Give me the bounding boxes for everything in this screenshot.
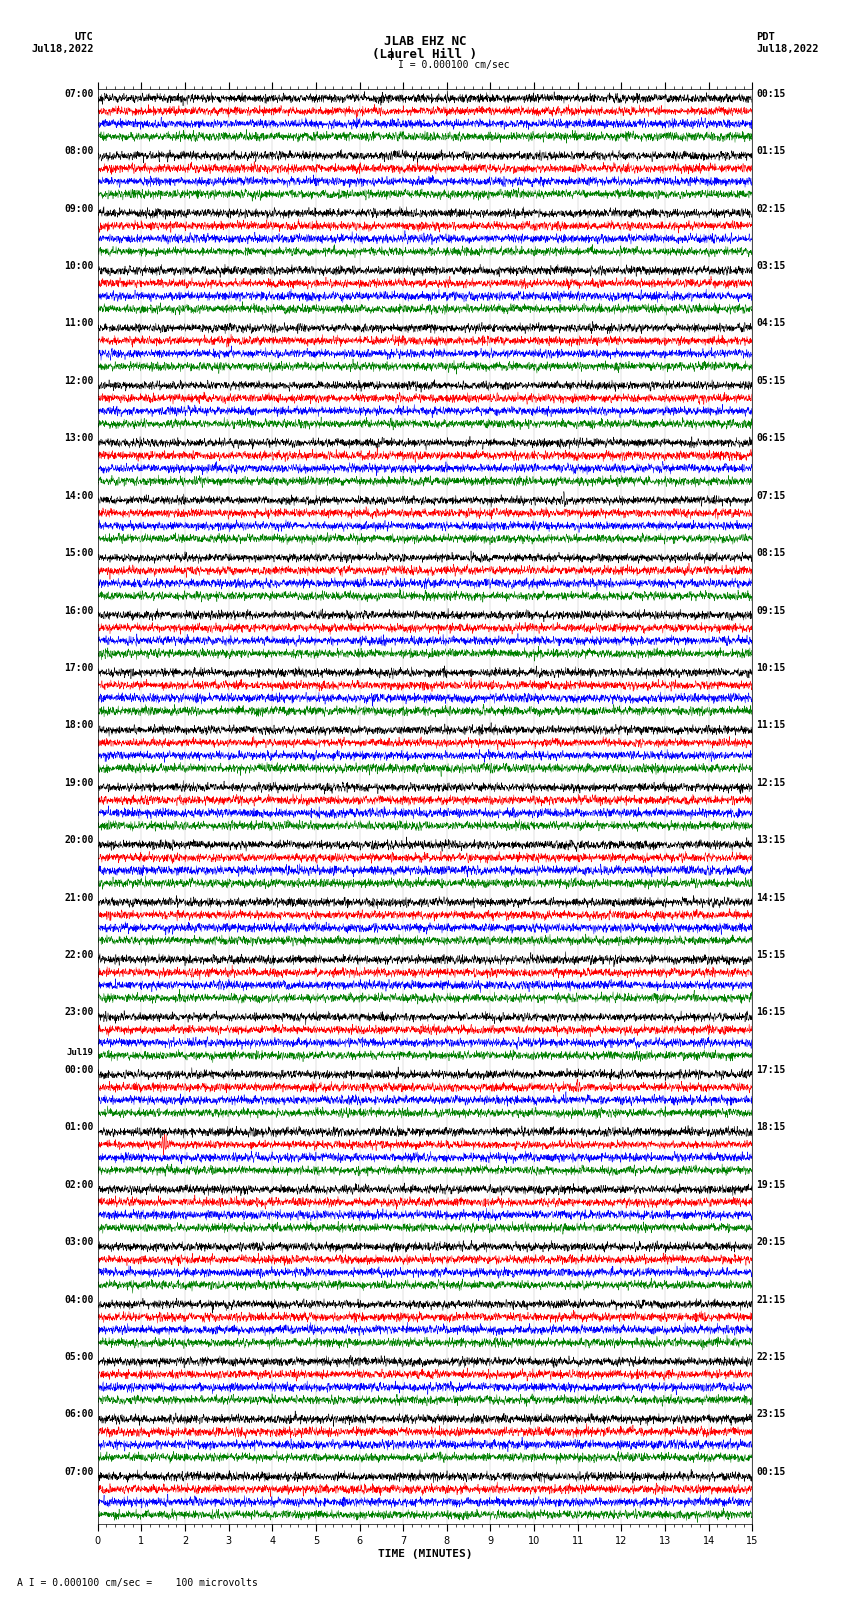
- Text: 07:15: 07:15: [756, 490, 786, 500]
- Text: Jul18,2022: Jul18,2022: [31, 44, 94, 53]
- Text: 22:15: 22:15: [756, 1352, 786, 1361]
- Text: 16:15: 16:15: [756, 1008, 786, 1018]
- Text: Jul19: Jul19: [66, 1048, 94, 1057]
- Text: 18:15: 18:15: [756, 1123, 786, 1132]
- Text: 22:00: 22:00: [64, 950, 94, 960]
- Text: 17:00: 17:00: [64, 663, 94, 673]
- Text: 05:00: 05:00: [64, 1352, 94, 1361]
- Text: 09:00: 09:00: [64, 203, 94, 213]
- Text: 04:15: 04:15: [756, 318, 786, 329]
- Text: 14:00: 14:00: [64, 490, 94, 500]
- X-axis label: TIME (MINUTES): TIME (MINUTES): [377, 1548, 473, 1558]
- Text: 09:15: 09:15: [756, 605, 786, 616]
- Text: 01:00: 01:00: [64, 1123, 94, 1132]
- Text: 01:15: 01:15: [756, 147, 786, 156]
- Text: I = 0.000100 cm/sec: I = 0.000100 cm/sec: [398, 60, 509, 69]
- Text: 11:00: 11:00: [64, 318, 94, 329]
- Text: 13:15: 13:15: [756, 836, 786, 845]
- Text: 00:15: 00:15: [756, 1466, 786, 1478]
- Text: 21:15: 21:15: [756, 1295, 786, 1305]
- Text: PDT: PDT: [756, 32, 775, 42]
- Text: 04:00: 04:00: [64, 1295, 94, 1305]
- Text: 16:00: 16:00: [64, 605, 94, 616]
- Text: 06:00: 06:00: [64, 1410, 94, 1419]
- Text: 17:15: 17:15: [756, 1065, 786, 1074]
- Text: UTC: UTC: [75, 32, 94, 42]
- Text: 02:00: 02:00: [64, 1179, 94, 1190]
- Text: (Laurel Hill ): (Laurel Hill ): [372, 48, 478, 61]
- Text: 10:15: 10:15: [756, 663, 786, 673]
- Text: 07:00: 07:00: [64, 89, 94, 98]
- Text: 19:00: 19:00: [64, 777, 94, 787]
- Text: 14:15: 14:15: [756, 892, 786, 903]
- Text: 07:00: 07:00: [64, 1466, 94, 1478]
- Text: 03:15: 03:15: [756, 261, 786, 271]
- Text: 08:00: 08:00: [64, 147, 94, 156]
- Text: 08:15: 08:15: [756, 548, 786, 558]
- Text: 10:00: 10:00: [64, 261, 94, 271]
- Text: 21:00: 21:00: [64, 892, 94, 903]
- Text: 12:15: 12:15: [756, 777, 786, 787]
- Text: 23:15: 23:15: [756, 1410, 786, 1419]
- Text: 19:15: 19:15: [756, 1179, 786, 1190]
- Text: 20:00: 20:00: [64, 836, 94, 845]
- Text: 15:00: 15:00: [64, 548, 94, 558]
- Text: 03:00: 03:00: [64, 1237, 94, 1247]
- Text: 15:15: 15:15: [756, 950, 786, 960]
- Text: 06:15: 06:15: [756, 434, 786, 444]
- Text: 11:15: 11:15: [756, 721, 786, 731]
- Text: 02:15: 02:15: [756, 203, 786, 213]
- Text: A I = 0.000100 cm/sec =    100 microvolts: A I = 0.000100 cm/sec = 100 microvolts: [17, 1578, 258, 1587]
- Text: 00:15: 00:15: [756, 89, 786, 98]
- Text: 05:15: 05:15: [756, 376, 786, 386]
- Text: Jul18,2022: Jul18,2022: [756, 44, 819, 53]
- Text: JLAB EHZ NC: JLAB EHZ NC: [383, 35, 467, 48]
- Text: 23:00: 23:00: [64, 1008, 94, 1018]
- Text: 00:00: 00:00: [64, 1065, 94, 1074]
- Text: 13:00: 13:00: [64, 434, 94, 444]
- Text: 20:15: 20:15: [756, 1237, 786, 1247]
- Text: 12:00: 12:00: [64, 376, 94, 386]
- Text: 18:00: 18:00: [64, 721, 94, 731]
